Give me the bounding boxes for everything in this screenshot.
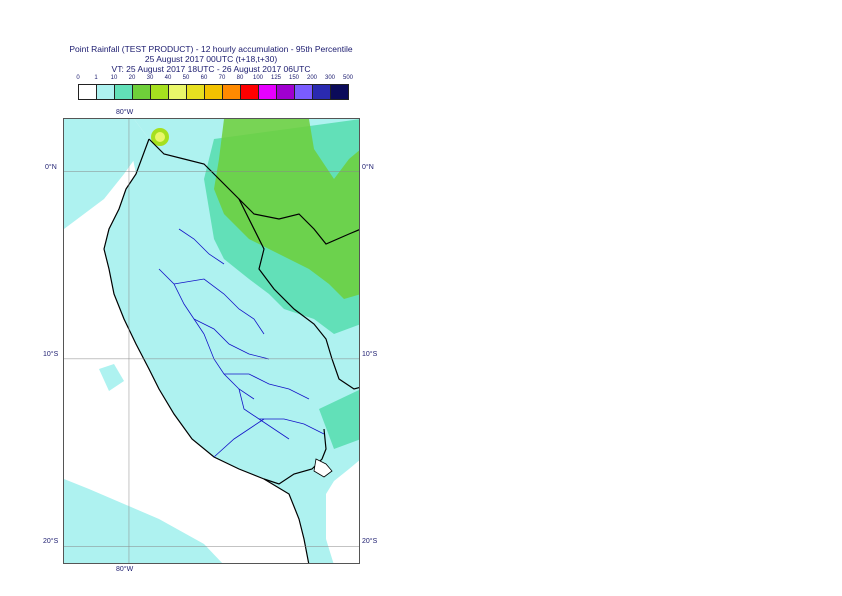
legend-threshold-label: 150 <box>288 75 300 81</box>
rain-20-30mm-area <box>214 119 359 299</box>
legend-threshold-label: 20 <box>128 75 136 81</box>
legend-threshold-label: 70 <box>218 75 226 81</box>
legend-threshold-label: 30 <box>146 75 154 81</box>
peru-brazil-border <box>238 198 359 390</box>
admin-boundary <box>178 228 225 265</box>
rainfall-map <box>63 118 360 564</box>
lat-label-left-20s: 20°S <box>43 538 59 545</box>
legend-color-box <box>330 84 349 100</box>
offshore-rainfall-field <box>64 119 223 563</box>
admin-boundary <box>224 373 310 400</box>
legend-color-box <box>276 84 295 100</box>
peru-bolivia-border <box>263 428 327 485</box>
legend-color-box <box>96 84 115 100</box>
legend-color-box <box>312 84 331 100</box>
legend-threshold-label: 0 <box>76 75 80 81</box>
legend-threshold-label: 40 <box>164 75 172 81</box>
legend-color-box <box>168 84 187 100</box>
map-title-line-2: 25 August 2017 00UTC (t+18,t+30) <box>144 54 278 64</box>
legend-color-box <box>78 84 97 100</box>
legend-color-box <box>222 84 241 100</box>
lat-lon-gridlines <box>64 119 359 563</box>
legend-color-box <box>258 84 277 100</box>
lat-label-right-20s: 20°S <box>362 538 378 545</box>
lon-label-top: 80°W <box>116 109 134 116</box>
admin-boundary <box>173 278 265 335</box>
legend-threshold-label: 125 <box>270 75 282 81</box>
admin-boundary <box>193 318 270 360</box>
legend-color-box <box>240 84 259 100</box>
admin-boundary <box>213 418 265 458</box>
coastline <box>103 138 310 563</box>
legend-threshold-label: 80 <box>236 75 244 81</box>
legend-color-box <box>204 84 223 100</box>
legend-threshold-label: 60 <box>200 75 208 81</box>
lat-label-left-10s: 10°S <box>43 351 59 358</box>
legend-threshold-label: 500 <box>342 75 354 81</box>
color-scale-legend: 0 1 10 20 30 40 50 60 70 80 100 125 150 200 300 500 <box>0 0 842 110</box>
lat-label-left-0: 0°N <box>45 164 57 171</box>
legend-threshold-label: 50 <box>182 75 190 81</box>
lon-label-bottom: 80°W <box>116 566 134 573</box>
lake-titicaca <box>313 458 333 478</box>
legend-color-box <box>186 84 205 100</box>
map-title-block: Point Rainfall (TEST PRODUCT) - 12 hourl… <box>0 44 422 74</box>
country-borders <box>103 138 359 563</box>
rainfall-map-svg <box>64 119 359 563</box>
legend-color-box <box>150 84 169 100</box>
map-title-line-3: VT: 25 August 2017 18UTC - 26 August 201… <box>111 64 311 74</box>
legend-threshold-label: 300 <box>324 75 336 81</box>
rain-40-50mm-cell <box>155 132 165 142</box>
lat-label-right-10s: 10°S <box>362 351 378 358</box>
map-title-line-1: Point Rainfall (TEST PRODUCT) - 12 hourl… <box>69 44 353 54</box>
offshore-rain-area-south <box>64 479 223 563</box>
offshore-rain-patch <box>99 364 124 391</box>
legend-threshold-label: 10 <box>110 75 118 81</box>
legend-color-box <box>114 84 133 100</box>
admin-boundaries <box>158 228 325 458</box>
legend-threshold-label: 1 <box>94 75 98 81</box>
legend-color-box <box>132 84 151 100</box>
legend-threshold-label: 100 <box>252 75 264 81</box>
offshore-rain-area-north <box>64 119 149 229</box>
legend-color-box <box>294 84 313 100</box>
legend-threshold-label: 200 <box>306 75 318 81</box>
rain-10-20mm-southeast <box>319 389 359 449</box>
ecuador-colombia-border <box>148 138 359 245</box>
admin-boundary <box>259 418 325 435</box>
lat-label-right-0: 0°N <box>362 164 374 171</box>
admin-boundary <box>158 268 205 335</box>
